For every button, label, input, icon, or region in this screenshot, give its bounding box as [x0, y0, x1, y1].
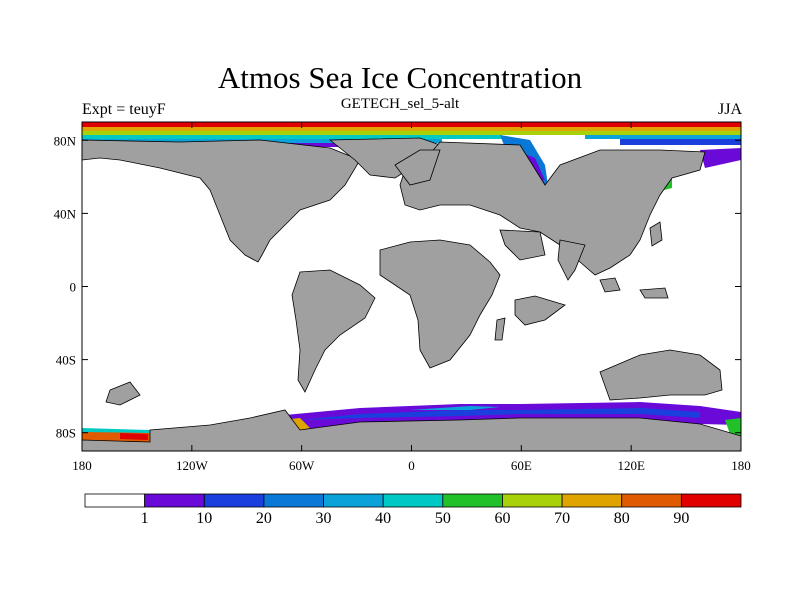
experiment-label: Expt = teuyF — [82, 101, 166, 118]
colorbar-label: 1 — [141, 510, 149, 527]
colorbar-swatch — [323, 493, 384, 508]
map-area — [82, 122, 741, 451]
map-title: Atmos Sea Ice Concentration — [217, 60, 583, 95]
x-tick-label: 0 — [408, 458, 415, 473]
new-zealand-landmass — [105, 381, 141, 406]
y-tick-label: 80N — [54, 133, 77, 148]
colorbar-label: 80 — [614, 510, 630, 527]
antarctica-landmass — [82, 409, 741, 451]
y-tick-label: 80S — [56, 426, 76, 441]
scandinavia-landmass — [394, 149, 441, 186]
x-tick-label: 120W — [176, 458, 209, 473]
colorbar-label: 20 — [256, 510, 272, 527]
colorbar-label: 10 — [196, 510, 212, 527]
colorbar-label: 90 — [673, 510, 689, 527]
colorbar-swatch — [144, 493, 205, 508]
colorbar-label: 70 — [554, 510, 570, 527]
colorbar-swatch — [621, 493, 682, 508]
y-tick-label: 40S — [56, 353, 76, 368]
colorbar-label: 60 — [494, 510, 510, 527]
colorbar-swatch — [84, 493, 146, 508]
x-tick-label: 180 — [731, 458, 751, 473]
colorbar-swatch — [263, 493, 324, 508]
arabia-landmass — [499, 229, 546, 261]
y-tick-label: 0 — [70, 280, 77, 295]
north-america-landmass — [82, 139, 361, 263]
colorbar-swatch — [382, 493, 444, 508]
colorbar-swatch — [561, 493, 623, 508]
colorbar-label: 30 — [316, 510, 332, 527]
colorbar: 1 10 20 30 40 50 60 70 80 90 — [84, 493, 742, 527]
x-tick-label: 180 — [72, 458, 92, 473]
borneo-landmass — [514, 295, 566, 326]
axis-ticks: 180 120W 60W 0 60E 120E 180 80N 40N 0 40S 80S — [54, 122, 751, 473]
new-guinea-landmass — [639, 287, 669, 299]
australia-landmass — [599, 349, 723, 401]
madagascar-landmass — [494, 317, 506, 341]
eurasia-landmass — [399, 141, 706, 276]
x-tick-label: 60E — [511, 458, 532, 473]
south-america-landmass — [291, 269, 376, 393]
x-tick-label: 120E — [617, 458, 645, 473]
map-subtitle: GETECH_sel_5-alt — [340, 96, 460, 112]
x-tick-label: 60W — [289, 458, 315, 473]
japan-landmass — [649, 221, 663, 247]
colorbar-swatch — [203, 493, 265, 508]
y-tick-label: 40N — [54, 206, 77, 221]
africa-landmass — [379, 239, 501, 369]
land — [82, 137, 741, 451]
season-label: JJA — [717, 101, 742, 118]
indonesia-landmass — [599, 277, 621, 293]
colorbar-swatch — [680, 493, 742, 508]
colorbar-swatch — [442, 493, 503, 508]
colorbar-label: 40 — [375, 510, 391, 527]
india-landmass — [557, 239, 586, 281]
colorbar-label: 50 — [435, 510, 451, 527]
colorbar-swatch — [502, 493, 563, 508]
